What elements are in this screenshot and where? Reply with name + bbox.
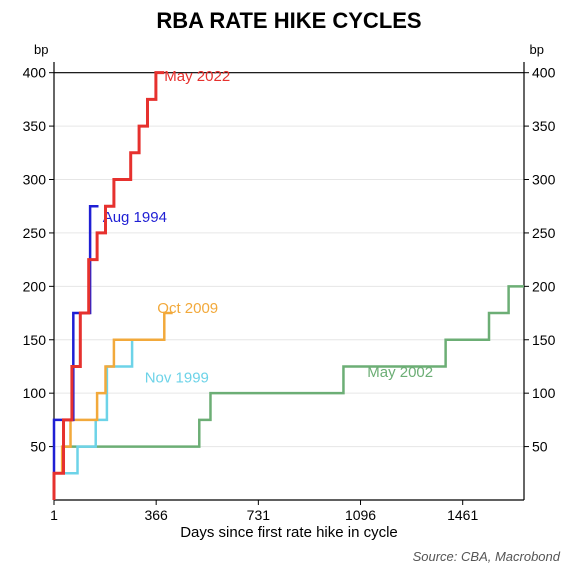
chart-container: RBA RATE HIKE CYCLES bp bp 50 50 100 100 150… [0,0,578,570]
x-axis-label: Days since first rate hike in cycle [0,524,578,541]
chart-title: RBA RATE HIKE CYCLES [0,8,578,34]
series-label: May 2002 [367,364,433,381]
series-label: Nov 1999 [145,369,209,386]
y-tick-label: 300 [23,172,47,188]
series-aug-1994 [54,206,99,500]
series-label: Aug 1994 [103,209,167,226]
y-tick-label: 250 [532,225,556,241]
y-tick-label: 150 [532,332,556,348]
x-tick-label: 1 [50,507,58,523]
y-tick-label: 50 [532,439,548,455]
x-tick-label: 1461 [447,507,478,523]
source-text: Source: CBA, Macrobond [413,549,560,564]
series-label: May 2022 [164,68,230,85]
y-tick-label: 300 [532,172,556,188]
chart-svg: 50 50 100 100 150 150 200 200 250 250 300 300 350 350… [0,0,578,570]
x-tick-label: 1096 [345,507,376,523]
y-unit-left: bp [34,42,48,57]
x-tick-label: 366 [144,507,168,523]
y-tick-label: 200 [23,278,47,294]
y-tick-label: 50 [30,439,46,455]
y-tick-label: 400 [532,65,556,81]
series-label: Oct 2009 [157,300,218,317]
y-tick-label: 100 [23,385,47,401]
x-tick-label: 731 [247,507,271,523]
y-tick-label: 200 [532,278,556,294]
y-tick-label: 250 [23,225,47,241]
y-tick-label: 400 [23,65,47,81]
y-tick-label: 350 [23,118,47,134]
y-unit-right: bp [530,42,544,57]
y-tick-label: 350 [532,118,556,134]
y-tick-label: 100 [532,385,556,401]
y-tick-label: 150 [23,332,47,348]
